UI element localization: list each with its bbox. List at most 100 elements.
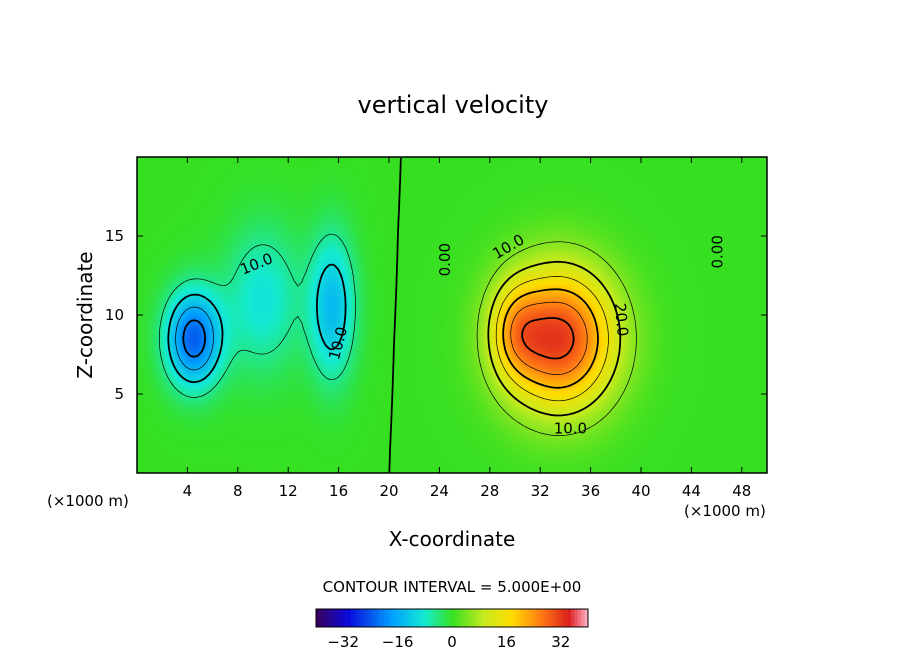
colorbar-cell — [401, 609, 405, 627]
colorbar-cell — [431, 609, 436, 627]
contour-line-pos10 — [487, 260, 622, 417]
y-tick-label: 5 — [114, 385, 124, 403]
plot-area: 10.010.00.00 10.020.010.00.00 — [136, 156, 768, 474]
colorbar-cell — [513, 609, 517, 627]
heatmap-field — [137, 157, 767, 473]
colorbar-cell — [455, 609, 460, 627]
contour-label: 0.00 — [708, 235, 726, 268]
colorbar-cell — [543, 609, 548, 627]
colorbar-cell — [581, 609, 585, 627]
colorbar-cell — [520, 609, 524, 627]
x-axis-ticks: 4 8 12 16 20 24 28 32 36 40 44 48 — [183, 157, 751, 500]
colorbar-tick-label: 0 — [447, 633, 457, 651]
colorbar-cell — [418, 609, 422, 627]
x-unit-left: (×1000 m) — [47, 492, 129, 510]
colorbar-cell — [384, 609, 388, 627]
colorbar-cell — [503, 609, 507, 627]
x-tick-label: 8 — [233, 482, 243, 500]
x-tick-label: 36 — [581, 482, 600, 500]
contour-line-pos5 — [476, 241, 637, 436]
colorbar-cell — [424, 609, 429, 627]
colorbar-cell — [448, 609, 453, 627]
colorbar-cell — [530, 609, 534, 627]
contour-line-pos25 — [510, 301, 588, 375]
colorbar-cell — [319, 609, 324, 627]
x-tick-label: 48 — [732, 482, 751, 500]
y-axis-label: Z-coordinate — [73, 251, 97, 378]
colorbar-cell — [492, 609, 497, 627]
colorbar-cell — [571, 609, 575, 627]
colorbar-cell — [326, 609, 330, 627]
colorbar-cell — [540, 609, 545, 627]
colorbar-cell — [414, 609, 419, 627]
colorbar-cell — [353, 609, 358, 627]
colorbar-cell — [574, 609, 579, 627]
colorbar-cell — [458, 609, 463, 627]
colorbar-cell — [560, 609, 565, 627]
colorbar-cell — [339, 609, 344, 627]
contour-interval-note: CONTOUR INTERVAL = 5.000E+00 — [323, 578, 582, 596]
colorbar-cell — [370, 609, 375, 627]
colorbar-tick-label: −32 — [327, 633, 359, 651]
colorbar-cell — [356, 609, 361, 627]
contour-line-pos15 — [495, 276, 609, 402]
colorbar-cell — [475, 609, 480, 627]
colorbar-cell — [469, 609, 473, 627]
colorbar-frame — [315, 608, 589, 628]
contour-line-neg5 — [158, 233, 356, 398]
x-tick-label: 28 — [480, 482, 499, 500]
contour-line-pos20 — [502, 288, 599, 389]
colorbar-cell — [482, 609, 487, 627]
colorbar-cell — [438, 609, 443, 627]
contour-label: 10.0 — [554, 419, 587, 437]
colorbar-cell — [564, 609, 568, 627]
colorbar-cell — [452, 609, 456, 627]
colorbar-cell — [404, 609, 409, 627]
x-tick-label: 24 — [430, 482, 449, 500]
colorbar-cell — [360, 609, 364, 627]
colorbar-cells — [316, 609, 589, 627]
colorbar-cell — [346, 609, 351, 627]
colorbar-cell — [322, 609, 327, 627]
colorbar-cell — [557, 609, 562, 627]
contour-line-neg10 — [167, 263, 347, 384]
colorbar-cell — [509, 609, 514, 627]
colorbar-cell — [407, 609, 412, 627]
x-tick-label: 44 — [682, 482, 701, 500]
y-tick-label: 15 — [105, 227, 124, 245]
colorbar-cell — [584, 609, 589, 627]
x-tick-label: 16 — [329, 482, 348, 500]
colorbar-tick-label: −16 — [382, 633, 414, 651]
colorbar-cell — [350, 609, 354, 627]
colorbar-cell — [441, 609, 446, 627]
contour-label: 0.00 — [436, 243, 454, 276]
x-tick-label: 4 — [183, 482, 193, 500]
colorbar-cell — [421, 609, 426, 627]
colorbar-cell — [554, 609, 558, 627]
chart-title: vertical velocity — [358, 91, 549, 119]
colorbar-cell — [333, 609, 337, 627]
colorbar-cell — [523, 609, 528, 627]
colorbar-cell — [567, 609, 572, 627]
colorbar-cell — [472, 609, 477, 627]
colorbar: −32 −16 0 16 32 — [315, 608, 589, 651]
colorbar-cell — [390, 609, 395, 627]
colorbar-tick-label: 32 — [551, 633, 570, 651]
colorbar-cell — [526, 609, 531, 627]
colorbar-cell — [316, 609, 320, 627]
colorbar-cell — [516, 609, 521, 627]
colorbar-cell — [465, 609, 470, 627]
colorbar-cell — [367, 609, 371, 627]
colorbar-cell — [486, 609, 490, 627]
colorbar-cell — [435, 609, 439, 627]
contour-lines — [158, 157, 637, 472]
x-tick-label: 32 — [531, 482, 550, 500]
contour-label: 20.0 — [611, 302, 632, 337]
colorbar-cell — [499, 609, 504, 627]
colorbar-cell — [363, 609, 368, 627]
contour-line-pos0 — [388, 157, 402, 472]
colorbar-cell — [343, 609, 347, 627]
contour-line-pos30 — [521, 317, 575, 360]
colorbar-cell — [462, 609, 466, 627]
